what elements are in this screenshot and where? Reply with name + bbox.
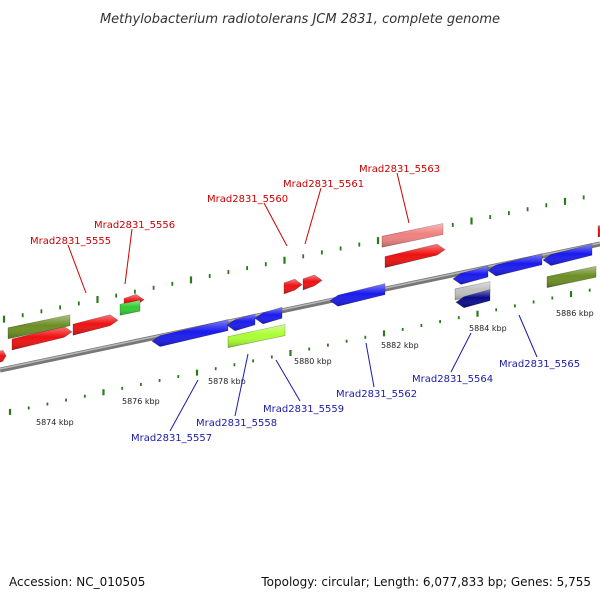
scale-label: 5878 kbp <box>208 377 246 386</box>
scale-label: 5884 kbp <box>469 324 507 333</box>
reverse-gene-sheen <box>547 266 596 288</box>
reverse-label-leader <box>518 314 538 358</box>
forward-label-leader <box>263 202 288 247</box>
forward-gene-label: Mrad2831_5561 <box>283 179 364 190</box>
forward-gene-sheen <box>0 350 6 363</box>
scale-labels: 5874 kbp 5876 kbp 5878 kbp 5880 kbp 5882 kbp… <box>36 309 594 427</box>
forward-label-leader <box>396 172 410 224</box>
reverse-label-leader <box>365 342 375 388</box>
reverse-gene-sheen <box>152 319 228 347</box>
reverse-label-leader <box>450 332 472 373</box>
forward-gene-sheen <box>120 300 140 316</box>
forward-gene-sheen <box>73 314 118 336</box>
forward-gene-label: Mrad2831_5555 <box>30 236 111 247</box>
label-leaders <box>67 172 538 432</box>
reverse-gene-label: Mrad2831_5558 <box>196 418 277 429</box>
reverse-label-leader <box>169 379 199 432</box>
reverse-gene-sheen <box>488 253 542 276</box>
reverse-gene-label: Mrad2831_5559 <box>263 404 344 415</box>
genome-backbone-highlight <box>0 242 600 370</box>
genome-title: Methylobacterium radiotolerans JCM 2831,… <box>100 12 500 27</box>
forward-gene-label: Mrad2831_5563 <box>359 164 440 175</box>
forward-gene-sheen <box>382 223 443 248</box>
reverse-gene-label: Mrad2831_5562 <box>336 389 417 400</box>
reverse-gene-sheen <box>456 289 490 308</box>
scale-label: 5876 kbp <box>122 397 160 406</box>
reverse-gene-label: Mrad2831_5565 <box>499 359 580 370</box>
genome-summary-text: Topology: circular; Length: 6,077,833 bp… <box>260 575 591 589</box>
forward-gene-sheen <box>385 244 445 268</box>
reverse-gene-sheen <box>227 313 255 331</box>
forward-gene-label: Mrad2831_5556 <box>94 220 175 231</box>
scale-label: 5886 kbp <box>556 309 594 318</box>
scale-label: 5874 kbp <box>36 418 74 427</box>
reverse-gene-sheen <box>453 266 488 285</box>
reverse-label-leader <box>234 353 249 417</box>
reverse-gene-sheen <box>543 244 592 266</box>
forward-label-leader <box>124 228 133 285</box>
reverse-gene-sheen <box>255 307 282 324</box>
reverse-gene-label: Mrad2831_5564 <box>412 374 493 385</box>
forward-gene-sheen <box>12 326 72 350</box>
forward-label-leader <box>304 187 322 245</box>
forward-gene-sheen <box>8 314 70 339</box>
scale-label: 5880 kbp <box>294 357 332 366</box>
forward-gene-sheen <box>284 279 302 294</box>
reverse-label-leader <box>275 359 301 402</box>
reverse-gene-sheen <box>228 324 285 348</box>
reverse-gene-label: Mrad2831_5557 <box>131 433 212 444</box>
reverse-gene-sheen <box>455 281 490 300</box>
forward-label-leader <box>67 244 87 294</box>
forward-gene-sheen <box>303 274 322 290</box>
reverse-gene-sheen <box>330 283 385 307</box>
gene-labels: Mrad2831_5555 Mrad2831_5556 Mrad2831_5560 M… <box>30 164 580 444</box>
scale-label: 5882 kbp <box>381 341 419 350</box>
forward-gene-label: Mrad2831_5560 <box>207 194 288 205</box>
accession-text: Accession: NC_010505 <box>9 575 145 589</box>
